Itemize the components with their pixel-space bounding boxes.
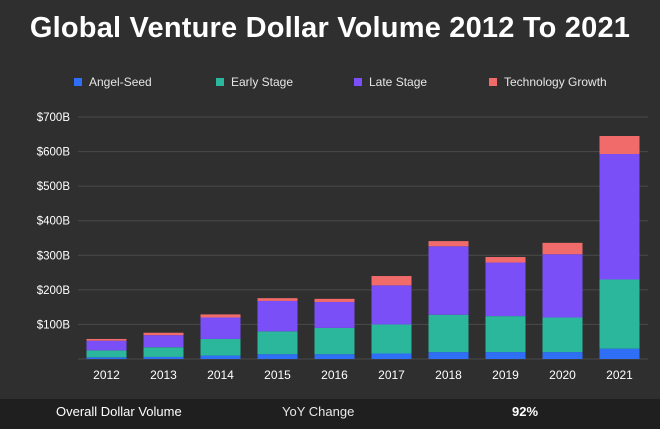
x-tick-label: 2020 [549, 368, 576, 382]
legend-swatch [354, 78, 362, 86]
bar-segment [314, 301, 355, 328]
bar-segment [599, 348, 640, 359]
y-tick-label: $600B [37, 147, 71, 159]
bar-segment [314, 327, 355, 355]
x-tick-label: 2018 [435, 368, 462, 382]
bar-segment [485, 316, 526, 353]
bar-segment [371, 276, 412, 286]
bar-segment [599, 136, 640, 154]
bar-segment [86, 340, 127, 351]
bar-segment [257, 298, 298, 301]
y-tick-label: $500B [37, 181, 71, 193]
legend-swatch [489, 78, 497, 86]
bar-segment [314, 298, 355, 302]
bar-segment [428, 241, 469, 247]
legend-label: Angel-Seed [89, 75, 152, 89]
y-tick-label: $300B [37, 250, 71, 262]
bar-segment [599, 153, 640, 280]
bar-segment [257, 354, 298, 359]
bar-segment [428, 352, 469, 359]
bar-segment [257, 331, 298, 355]
footer-yoy-label: YoY Change [282, 404, 355, 419]
legend-label: Early Stage [231, 75, 293, 89]
bar-segment [200, 317, 241, 339]
chart-title: Global Venture Dollar Volume 2012 To 202… [29, 12, 631, 44]
legend-swatch [216, 78, 224, 86]
bar-segment [485, 352, 526, 359]
legend-swatch [74, 78, 82, 86]
bar-segment [86, 338, 127, 341]
bar-segment [599, 279, 640, 349]
x-tick-label: 2015 [264, 368, 291, 382]
bar-segment [428, 314, 469, 353]
bar-segment [143, 356, 184, 359]
y-tick-label: $700B [37, 112, 71, 124]
bar-segment [200, 338, 241, 356]
bar-segment [485, 262, 526, 317]
bar-segment [485, 257, 526, 263]
bar-segment [143, 335, 184, 348]
x-tick-label: 2014 [207, 368, 234, 382]
bar-segment [86, 350, 127, 358]
x-tick-label: 2012 [93, 368, 120, 382]
bar-segment [371, 353, 412, 359]
y-tick-label: $200B [37, 285, 71, 297]
x-tick-label: 2019 [492, 368, 519, 382]
bar-segment [428, 246, 469, 315]
x-tick-label: 2016 [321, 368, 348, 382]
bar-segment [542, 317, 583, 353]
bar-segment [542, 352, 583, 359]
bar-segment [86, 357, 127, 359]
x-tick-label: 2017 [378, 368, 405, 382]
x-tick-label: 2013 [150, 368, 177, 382]
bar-segment [371, 285, 412, 325]
bar-segment [143, 347, 184, 357]
legend-label: Late Stage [369, 75, 427, 89]
bar-segment [143, 332, 184, 336]
footer-label: Overall Dollar Volume [56, 404, 182, 419]
y-tick-label: $400B [37, 216, 71, 228]
legend-label: Technology Growth [504, 75, 607, 89]
bar-segment [542, 242, 583, 255]
x-tick-label: 2021 [606, 368, 633, 382]
bar-segment [257, 300, 298, 332]
bar-segment [200, 355, 241, 359]
footer-row: Overall Dollar Volume YoY Change 92% [0, 399, 660, 429]
bar-segment [314, 354, 355, 359]
bar-segment [542, 254, 583, 318]
bar-segment [371, 324, 412, 354]
footer-yoy-value: 92% [512, 404, 539, 419]
bar-segment [200, 314, 241, 318]
y-tick-label: $100B [37, 319, 71, 331]
